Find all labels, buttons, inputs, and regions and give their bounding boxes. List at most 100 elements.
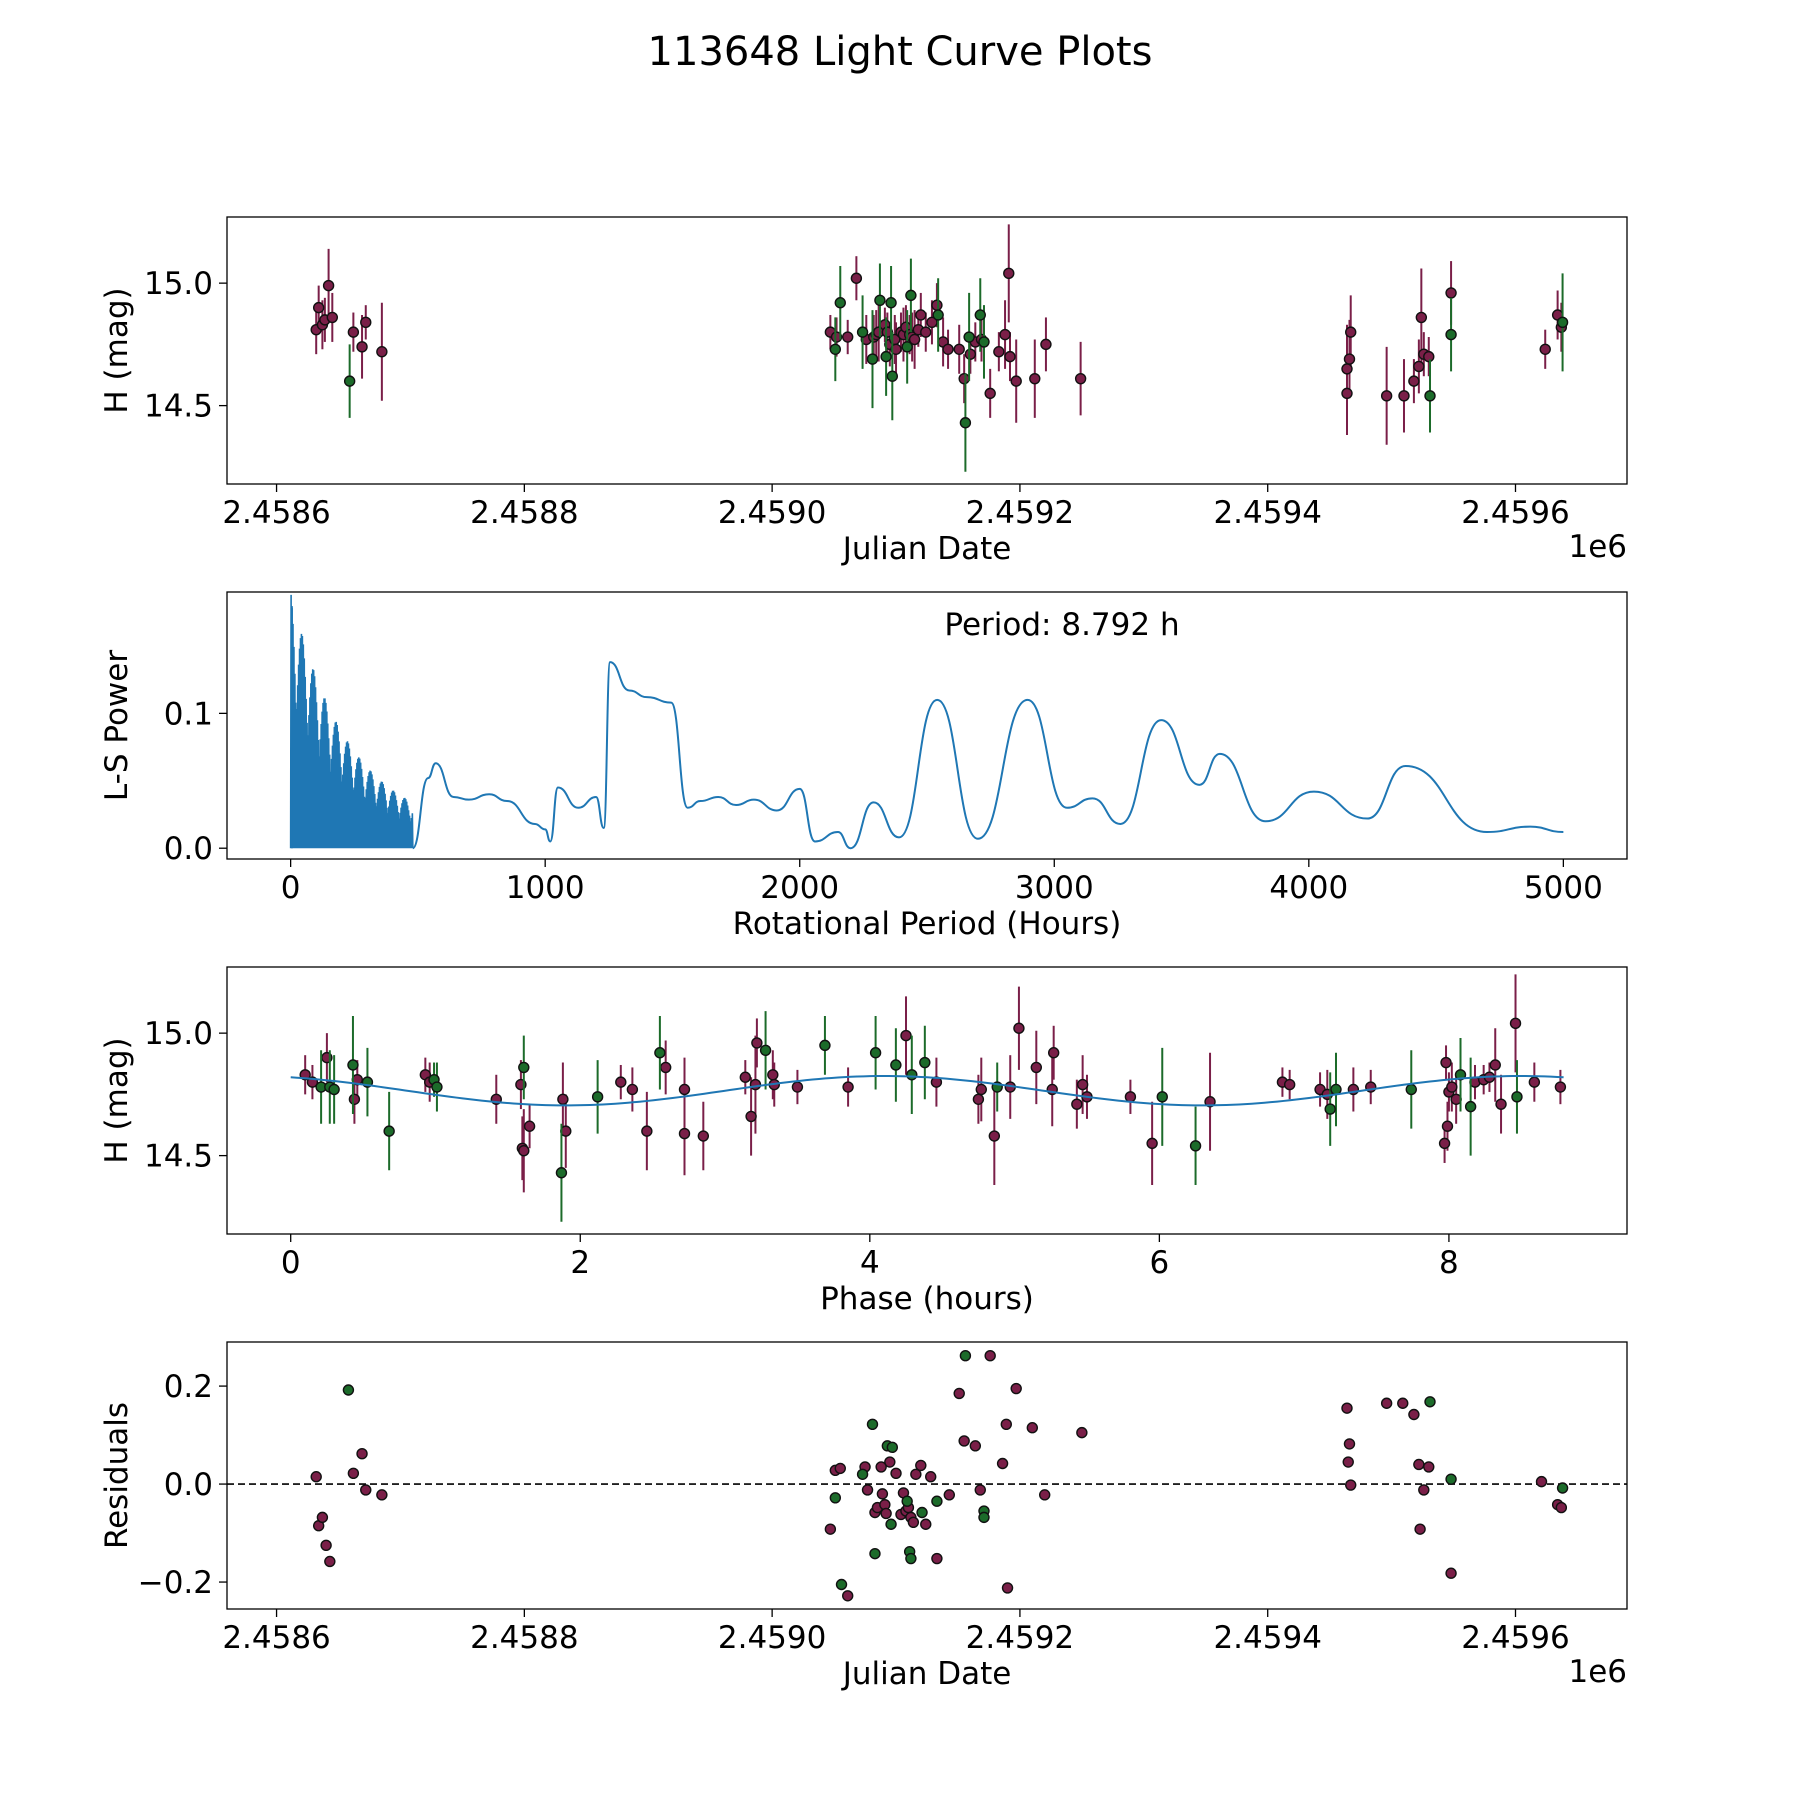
residuals-point-red: [1535, 1475, 1548, 1488]
phase-model-curve: [290, 1075, 1564, 1107]
residuals-point-red: [876, 1488, 889, 1500]
phase-point-red: [678, 1083, 691, 1096]
phase-point-green: [1454, 1069, 1467, 1081]
residuals-point-red: [958, 1435, 970, 1447]
periodogram-ytick-label: 0.0: [164, 831, 213, 867]
phase-point-green: [518, 1061, 530, 1074]
lightcurve-point-red: [953, 343, 965, 355]
lightcurve-point-red: [1343, 353, 1356, 365]
lightcurve-point-red: [999, 328, 1011, 341]
phase-point-red: [1071, 1098, 1083, 1110]
residuals-point-red: [984, 1350, 996, 1362]
residuals-point-red: [953, 1387, 965, 1400]
periodogram-ytick-label: 0.1: [164, 696, 213, 732]
residuals-point-green: [959, 1350, 972, 1362]
lightcurve-point-red: [1408, 375, 1420, 387]
phase-point-green: [890, 1059, 902, 1071]
residuals-point-red: [925, 1471, 937, 1483]
lightcurve-point-red: [376, 346, 388, 358]
periodogram-dense-region: [289, 594, 414, 849]
lightcurve-point-red: [915, 309, 927, 321]
phase-point-red: [1076, 1078, 1089, 1091]
phase-point-red: [745, 1110, 757, 1123]
lightcurve-xtick-label: 2.4588: [470, 495, 578, 531]
phase-point-red: [972, 1093, 985, 1105]
lightcurve-point-green: [874, 294, 886, 306]
period-annotation: Period: 8.792 h: [944, 607, 1179, 643]
lightcurve-x-offset: 1e6: [1568, 529, 1627, 565]
periodogram-xtick-label: 0: [281, 870, 301, 906]
lightcurve-point-red: [1539, 343, 1551, 355]
residuals-point-red: [316, 1511, 329, 1524]
phase-point-red: [1446, 1081, 1458, 1093]
residuals-point-red: [824, 1523, 837, 1535]
phase-xtick-label: 4: [860, 1245, 880, 1281]
phase-point-green: [1324, 1103, 1336, 1115]
residuals-xtick-label: 2.4594: [1213, 1620, 1321, 1656]
residuals-ytick-label: −0.2: [138, 1565, 213, 1601]
residuals-point-red: [875, 1461, 887, 1473]
phase-point-red: [659, 1061, 672, 1074]
residuals-point-green: [931, 1495, 943, 1507]
lightcurve-point-red: [1341, 363, 1353, 375]
phase-point-green: [919, 1056, 931, 1069]
periodogram-xtick-label: 3000: [1015, 870, 1094, 906]
phase-point-red: [1204, 1096, 1216, 1108]
lightcurve-point-red: [920, 326, 932, 338]
lightcurve-point-green: [1445, 328, 1457, 341]
lightcurve-point-red: [984, 387, 996, 400]
residuals-panel: 2.4586 2.4588 2.4590 2.4592 2.4594 2.4596 0.2 0…: [99, 1341, 1628, 1692]
lightcurve-point-red: [1398, 390, 1410, 402]
lightcurve-point-green: [866, 353, 879, 365]
lightcurve-point-red: [322, 279, 335, 292]
lightcurve-xtick-label: 2.4586: [222, 495, 330, 531]
phase-point-red: [626, 1083, 639, 1096]
phase-point-green: [591, 1091, 604, 1103]
residuals-point-red: [1414, 1523, 1426, 1535]
lightcurve-point-green: [886, 370, 899, 382]
lightcurve-point-red: [1415, 311, 1428, 324]
residuals-point-red: [1026, 1422, 1039, 1434]
lightcurve-point-green: [959, 417, 972, 429]
residuals-point-red: [969, 1440, 982, 1452]
periodogram-axes-frame: [226, 591, 1628, 860]
residuals-point-red: [1341, 1402, 1353, 1414]
lightcurve-point-green: [829, 343, 842, 355]
residuals-point-red: [974, 1484, 986, 1496]
residuals-point-green: [856, 1468, 869, 1480]
lightcurve-point-red: [1380, 390, 1393, 402]
lightcurve-xtick-label: 2.4594: [1213, 495, 1321, 531]
residuals-xtick-label: 2.4592: [966, 1620, 1074, 1656]
phase-point-green: [1405, 1083, 1417, 1096]
residuals-point-red: [920, 1518, 932, 1530]
figure-title: 113648 Light Curve Plots: [648, 29, 1153, 75]
residuals-xtick-label: 2.4586: [222, 1620, 330, 1656]
lightcurve-ylabel: H (mag): [99, 287, 135, 413]
phase-point-green: [869, 1047, 882, 1059]
phase-point-red: [1438, 1137, 1451, 1150]
phase-ytick-label: 15.0: [144, 1016, 213, 1052]
phase-point-red: [1495, 1098, 1507, 1110]
residuals-point-red: [376, 1489, 388, 1501]
lightcurve-point-green: [963, 331, 975, 343]
residuals-point-green: [901, 1495, 913, 1507]
lightcurve-point-red: [1040, 338, 1052, 351]
residuals-xtick-label: 2.4590: [718, 1620, 826, 1656]
lightcurve-point-red: [1423, 350, 1435, 363]
residuals-point-green: [905, 1552, 917, 1565]
lightcurve-point-green: [974, 309, 986, 321]
residuals-point-green: [1445, 1473, 1457, 1485]
phase-point-red: [641, 1125, 653, 1137]
residuals-point-red: [1000, 1418, 1012, 1431]
lightcurve-point-green: [343, 375, 356, 387]
residuals-point-red: [910, 1468, 922, 1480]
phase-point-red: [751, 1037, 763, 1049]
lightcurve-point-red: [1074, 372, 1087, 385]
residuals-point-green: [829, 1492, 842, 1504]
phase-point-green: [759, 1044, 772, 1056]
lightcurve-panel: 2.4586 2.4588 2.4590 2.4592 2.4594 2.4596 15.0…: [99, 216, 1628, 567]
phase-xlabel: Phase (hours): [820, 1281, 1034, 1317]
periodogram-xtick-label: 4000: [1269, 870, 1348, 906]
phase-point-red: [1013, 1022, 1025, 1034]
